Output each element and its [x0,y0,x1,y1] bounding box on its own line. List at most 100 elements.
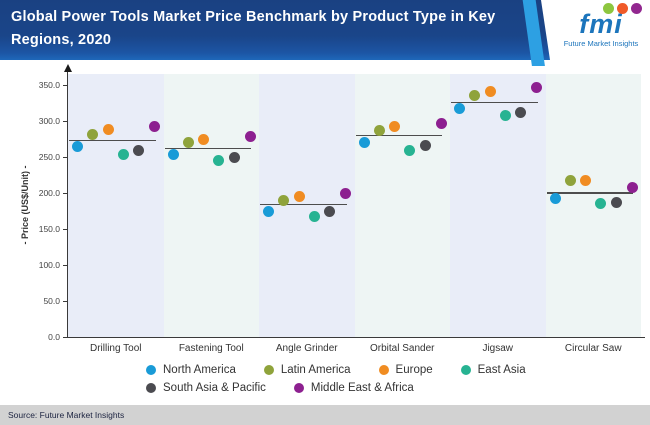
data-point [149,121,161,133]
data-point [167,149,179,161]
y-tick-mark [63,229,68,230]
x-category-label: Drilling Tool [89,343,142,354]
legend-item: Latin America [263,364,351,376]
legend-marker-icon [460,365,471,375]
logo-diagonal-stripe [522,0,545,66]
legend-marker-icon [146,365,156,375]
legend-label: Europe [395,364,433,376]
data-point [454,102,466,114]
data-point [182,137,194,149]
legend-marker-icon [263,365,274,375]
legend-item: North America [146,364,236,376]
chat-bubble-icon [603,3,614,14]
data-point [595,197,607,209]
data-point [404,145,416,157]
data-point [484,85,496,97]
y-axis-title: - Price (US$/Unit) - [20,165,30,245]
data-point [389,121,401,133]
average-line [451,101,538,104]
y-tick-label: 150.0 [38,224,60,234]
y-tick-mark [63,265,68,266]
y-tick-mark [63,337,68,338]
data-point [213,155,225,167]
data-point [373,124,385,136]
x-category-label: Angle Grinder [275,343,338,354]
source-footer: Source: Future Market Insights [0,405,650,425]
category-band [163,74,259,337]
category-band [545,74,641,337]
data-point [308,210,320,222]
data-point [324,205,336,217]
fmi-logo-text: fmi [579,9,623,39]
average-line [69,139,156,142]
fmi-logo: fmi Future Market Insights [522,0,650,66]
data-point [263,205,275,217]
legend-marker-icon [378,365,389,375]
data-point [72,141,84,153]
average-line [355,134,442,137]
data-point [564,174,576,186]
average-line [260,203,347,206]
data-point [549,192,561,204]
data-point [244,130,256,142]
y-tick-label: 50.0 [43,296,60,306]
data-point [340,187,352,199]
x-category-label: Circular Saw [564,343,622,354]
data-point [358,137,370,149]
legend-label: Middle East & Africa [310,382,414,394]
y-tick-label: 0.0 [48,332,60,342]
data-point [610,196,622,208]
source-text: Source: Future Market Insights [8,410,125,420]
y-axis-arrow-icon [63,64,72,72]
category-band [354,74,450,337]
legend-label: Latin America [280,364,351,376]
legend-label: South Asia & Pacific [163,382,266,394]
average-line [546,192,633,194]
data-point [228,151,240,163]
data-point [435,117,447,129]
data-point [117,148,129,160]
fmi-logo-caption: Future Market Insights [563,39,639,48]
average-line [164,147,251,150]
y-tick-mark [63,193,68,194]
category-band [259,74,355,337]
logo-panel: fmi Future Market Insights [541,0,650,60]
data-point [293,191,305,203]
data-point [102,124,114,136]
data-point [469,89,481,101]
y-tick-label: 300.0 [38,116,60,126]
y-tick-label: 100.0 [38,260,60,270]
logo-badge-icons [603,3,642,14]
x-axis-line [67,337,645,339]
category-band [68,74,164,337]
y-tick-mark [63,85,68,86]
legend-item: South Asia & Pacific [146,382,266,394]
legend: North America Latin America Europe East Asi… [146,361,526,397]
legend-item: Middle East & Africa [293,382,414,394]
data-point [87,129,99,141]
bar-chart-icon [617,3,628,14]
y-tick-mark [63,157,68,158]
category-band [450,74,546,337]
y-tick-label: 350.0 [38,80,60,90]
data-point [133,145,145,157]
data-point [198,133,210,145]
legend-label: North America [163,364,236,376]
data-point [531,81,543,93]
legend-item: East Asia [460,364,526,376]
data-point [580,175,592,187]
legend-item: Europe [378,364,433,376]
data-point [278,194,290,206]
data-point [419,139,431,151]
legend-marker-icon [146,383,156,393]
data-point [499,110,511,122]
x-category-label: Jigsaw [482,343,514,354]
data-point [515,106,527,118]
y-tick-mark [63,121,68,122]
legend-label: East Asia [477,364,526,376]
y-axis-line [67,72,69,337]
person-icon [631,3,642,14]
y-tick-label: 250.0 [38,152,60,162]
y-tick-label: 200.0 [38,188,60,198]
